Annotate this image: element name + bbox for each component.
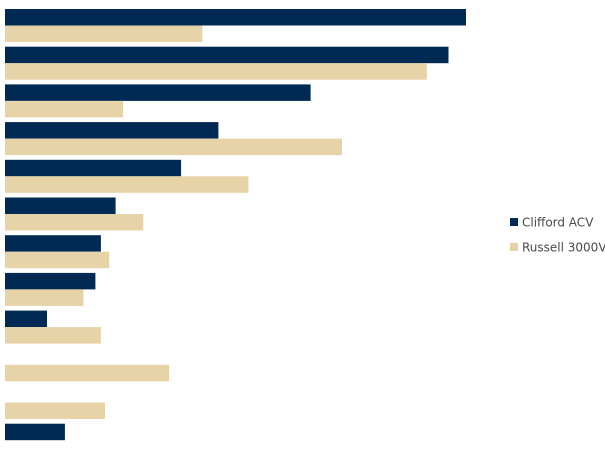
bars-group — [5, 9, 466, 441]
legend-label-2: Russell 3000V — [522, 241, 605, 255]
legend-label-1: Clifford ACV — [522, 216, 594, 230]
bar-russell-3000v-1 — [5, 25, 203, 42]
bar-russell-3000v-6 — [5, 214, 144, 231]
bar-russell-3000v-3 — [5, 100, 123, 118]
bar-clifford-acv-8 — [5, 272, 96, 290]
bar-clifford-acv-6 — [5, 197, 116, 214]
bar-clifford-acv-9 — [5, 310, 47, 328]
bar-clifford-acv-2 — [5, 46, 449, 64]
bar-russell-3000v-11 — [5, 402, 105, 419]
bar-clifford-acv-1 — [5, 9, 466, 26]
bar-russell-3000v-7 — [5, 251, 110, 269]
bar-russell-3000v-4 — [5, 138, 342, 156]
bar-russell-3000v-2 — [5, 63, 427, 80]
bar-clifford-acv-7 — [5, 235, 101, 252]
bar-russell-3000v-5 — [5, 176, 249, 193]
legend: Clifford ACV Russell 3000V — [510, 216, 605, 255]
bar-russell-3000v-8 — [5, 289, 84, 306]
bar-clifford-acv-12 — [5, 423, 65, 441]
bar-clifford-acv-3 — [5, 84, 311, 101]
bar-clifford-acv-5 — [5, 159, 182, 177]
bar-russell-3000v-10 — [5, 364, 170, 382]
bar-clifford-acv-4 — [5, 122, 219, 139]
legend-swatch-2 — [510, 243, 518, 251]
bar-russell-3000v-9 — [5, 327, 101, 344]
legend-swatch-1 — [510, 218, 518, 226]
